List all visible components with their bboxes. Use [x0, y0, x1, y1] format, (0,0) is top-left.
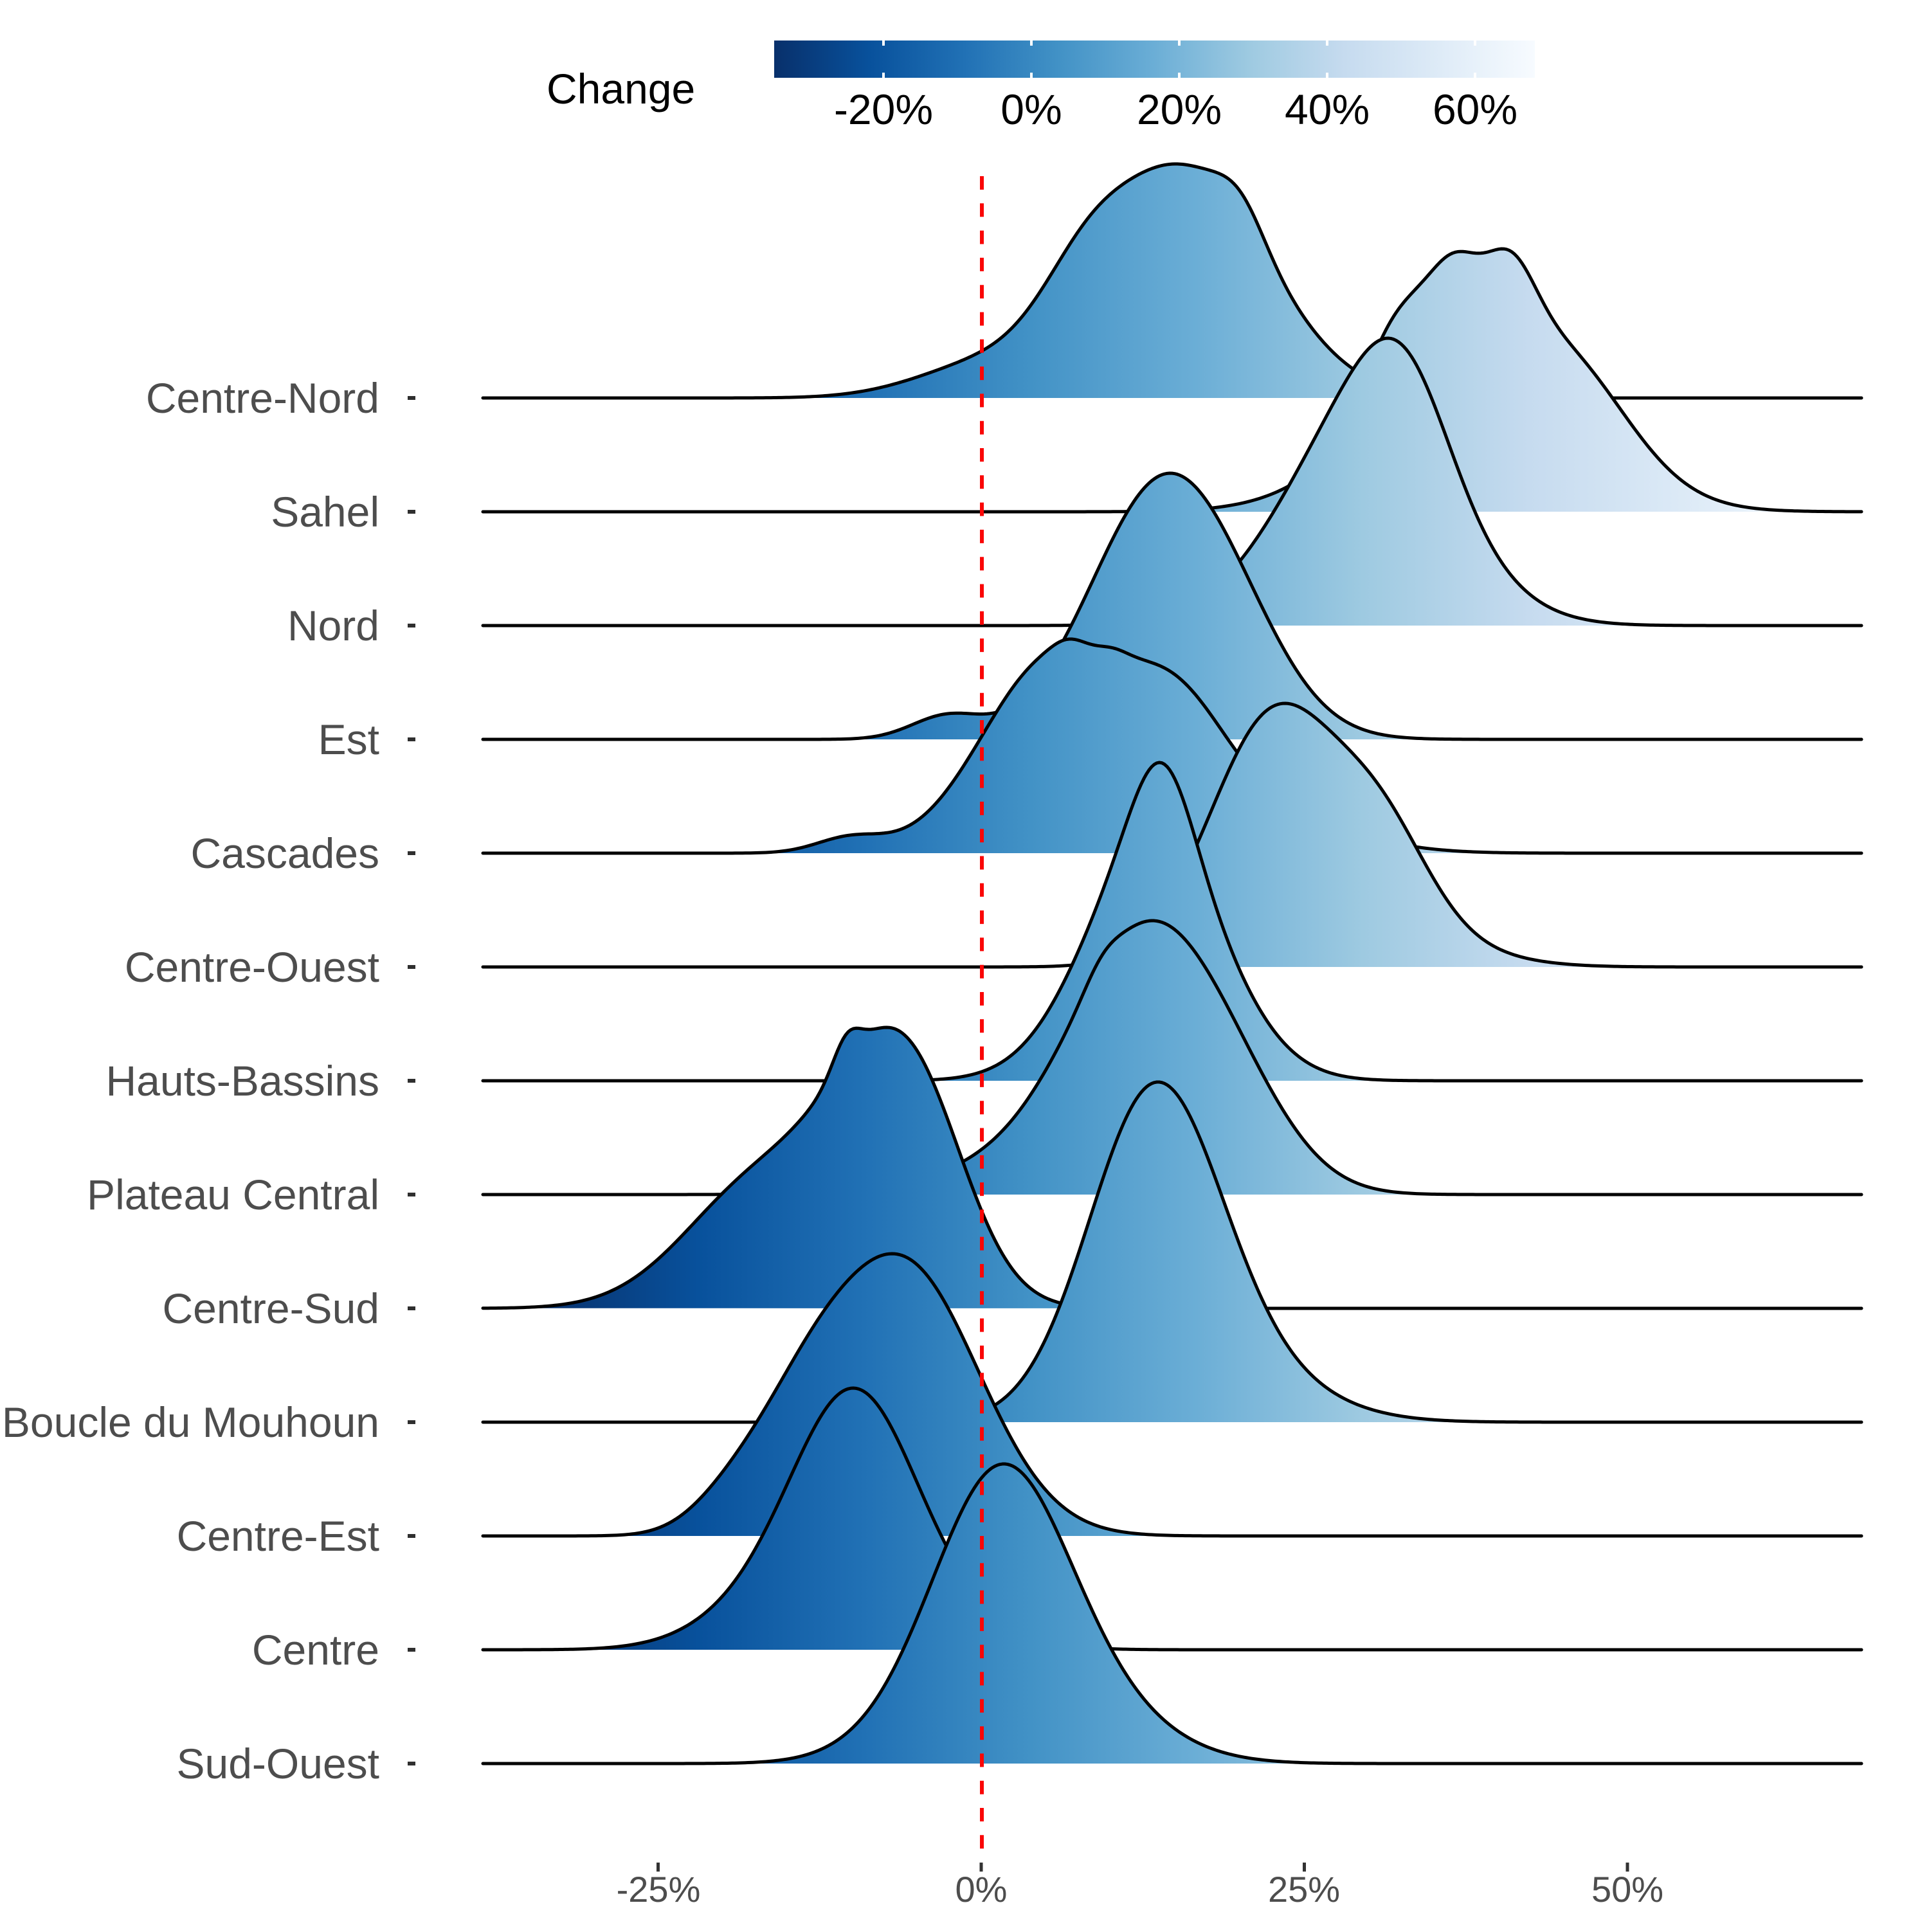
svg-text:25%: 25%	[1268, 1869, 1340, 1909]
svg-text:20%: 20%	[1137, 86, 1222, 133]
svg-text:Est: Est	[318, 716, 379, 763]
svg-text:-25%: -25%	[617, 1869, 701, 1909]
svg-text:Sahel: Sahel	[271, 488, 379, 536]
svg-text:Centre-Nord: Centre-Nord	[146, 374, 379, 422]
svg-text:40%: 40%	[1285, 86, 1370, 133]
svg-text:Change: Change	[547, 65, 695, 113]
svg-text:Cascades: Cascades	[191, 829, 380, 877]
svg-text:Centre-Sud: Centre-Sud	[162, 1285, 379, 1332]
svg-text:50%: 50%	[1591, 1869, 1663, 1909]
svg-text:Boucle du Mouhoun: Boucle du Mouhoun	[2, 1398, 379, 1446]
svg-text:60%: 60%	[1433, 86, 1517, 133]
svg-text:Plateau Central: Plateau Central	[87, 1171, 379, 1218]
svg-text:Centre-Ouest: Centre-Ouest	[125, 943, 379, 991]
svg-text:Nord: Nord	[287, 602, 379, 649]
svg-text:Centre: Centre	[252, 1626, 379, 1674]
svg-text:-20%: -20%	[834, 86, 933, 133]
svg-text:Sud-Ouest: Sud-Ouest	[177, 1740, 380, 1787]
svg-text:0%: 0%	[955, 1869, 1008, 1909]
svg-text:Hauts-Bassins: Hauts-Bassins	[106, 1057, 380, 1105]
svg-text:0%: 0%	[1001, 86, 1062, 133]
svg-text:Centre-Est: Centre-Est	[177, 1512, 379, 1560]
